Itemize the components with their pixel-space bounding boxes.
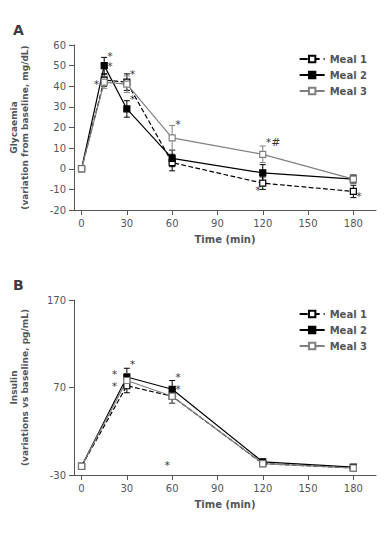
svg-text:*: * bbox=[175, 118, 181, 131]
svg-text:0: 0 bbox=[78, 218, 84, 229]
svg-text:Glycaemia: Glycaemia bbox=[9, 101, 19, 153]
svg-text:Time (min): Time (min) bbox=[194, 234, 255, 245]
svg-text:Meal 2: Meal 2 bbox=[330, 70, 367, 81]
svg-text:Insulin: Insulin bbox=[9, 370, 19, 404]
svg-text:120: 120 bbox=[253, 483, 272, 494]
svg-text:*: * bbox=[130, 68, 136, 81]
svg-text:*: * bbox=[356, 190, 362, 203]
svg-text:(variation from baseline, mg/d: (variation from baseline, mg/dL) bbox=[20, 45, 30, 209]
svg-text:90: 90 bbox=[211, 483, 224, 494]
svg-text:*: * bbox=[112, 380, 118, 393]
svg-text:-30: -30 bbox=[50, 470, 66, 481]
svg-text:0: 0 bbox=[60, 163, 66, 174]
svg-text:-20: -20 bbox=[50, 205, 66, 216]
svg-text:10: 10 bbox=[53, 143, 66, 154]
svg-text:*: * bbox=[107, 60, 113, 73]
svg-text:20: 20 bbox=[53, 122, 66, 133]
svg-text:Time (min): Time (min) bbox=[194, 499, 255, 510]
svg-text:*: * bbox=[112, 368, 118, 381]
svg-text:150: 150 bbox=[299, 483, 318, 494]
svg-text:30: 30 bbox=[120, 483, 133, 494]
svg-text:(variations vs baseline, pg/mL: (variations vs baseline, pg/mL) bbox=[20, 309, 30, 466]
svg-text:150: 150 bbox=[299, 218, 318, 229]
svg-text:70: 70 bbox=[53, 382, 66, 393]
svg-text:*: * bbox=[165, 459, 171, 472]
svg-text:180: 180 bbox=[344, 218, 363, 229]
svg-text:60: 60 bbox=[53, 40, 66, 51]
svg-text:30: 30 bbox=[120, 218, 133, 229]
svg-text:*: * bbox=[130, 93, 136, 106]
svg-text:60: 60 bbox=[166, 483, 179, 494]
svg-text:Meal 1: Meal 1 bbox=[330, 309, 367, 320]
svg-text:*: * bbox=[130, 358, 136, 371]
svg-text:A: A bbox=[13, 22, 24, 38]
svg-text:90: 90 bbox=[211, 218, 224, 229]
svg-text:60: 60 bbox=[166, 218, 179, 229]
svg-text:*: * bbox=[255, 184, 261, 197]
svg-text:40: 40 bbox=[53, 81, 66, 92]
svg-text:180: 180 bbox=[344, 483, 363, 494]
svg-text:Meal 3: Meal 3 bbox=[330, 86, 367, 97]
svg-text:170: 170 bbox=[47, 295, 66, 306]
svg-text:120: 120 bbox=[253, 218, 272, 229]
svg-text:Meal 3: Meal 3 bbox=[330, 341, 367, 352]
svg-text:30: 30 bbox=[53, 101, 66, 112]
svg-text:*#: *# bbox=[266, 136, 281, 149]
svg-text:Meal 2: Meal 2 bbox=[330, 325, 367, 336]
svg-text:*: * bbox=[175, 383, 181, 396]
svg-text:Meal 1: Meal 1 bbox=[330, 54, 367, 65]
svg-text:50: 50 bbox=[53, 60, 66, 71]
svg-text:B: B bbox=[13, 277, 24, 293]
svg-text:*: * bbox=[94, 78, 100, 91]
svg-text:-10: -10 bbox=[50, 184, 66, 195]
svg-text:0: 0 bbox=[78, 483, 84, 494]
